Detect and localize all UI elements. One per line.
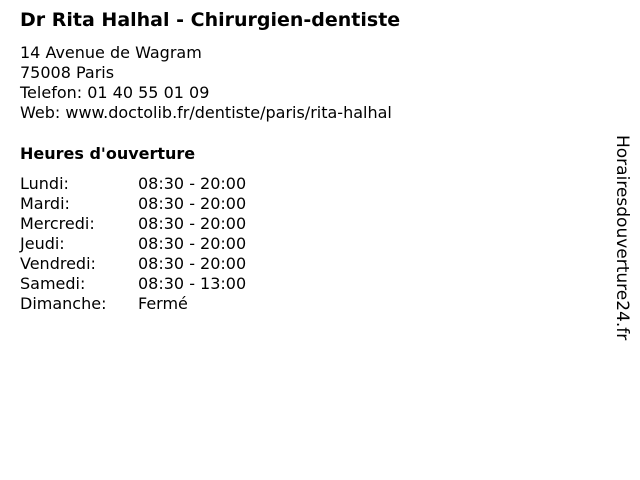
day: Lundi: [20, 174, 69, 193]
website: Web: www.doctolib.fr/dentiste/paris/rita… [20, 103, 392, 122]
hours-heading: Heures d'ouverture [20, 144, 196, 163]
time: 08:30 - 20:00 [138, 214, 247, 233]
hours-table: Lundi: 08:30 - 20:00 Mardi: 08:30 - 20:00 … [20, 174, 246, 314]
brand-watermark: Horairesdouverture24.fr [612, 135, 632, 341]
time: 08:30 - 20:00 [138, 234, 247, 253]
hours-row: Vendredi: 08:30 - 20:00 [20, 254, 246, 274]
day: Mercredi: [20, 214, 95, 233]
time: Fermé [138, 294, 188, 313]
time: 08:30 - 20:00 [138, 174, 247, 193]
hours-row: Mercredi: 08:30 - 20:00 [20, 214, 246, 234]
day: Jeudi: [20, 234, 65, 253]
time: 08:30 - 20:00 [138, 254, 247, 273]
address: 14 Avenue de Wagram [20, 43, 202, 62]
hours-row: Lundi: 08:30 - 20:00 [20, 174, 246, 194]
time: 08:30 - 13:00 [138, 274, 247, 293]
page-title: Dr Rita Halhal - Chirurgien-dentiste [20, 9, 401, 31]
hours-row: Jeudi: 08:30 - 20:00 [20, 234, 246, 254]
hours-row: Samedi: 08:30 - 13:00 [20, 274, 246, 294]
day: Samedi: [20, 274, 86, 293]
day: Vendredi: [20, 254, 96, 273]
day: Mardi: [20, 194, 70, 213]
hours-row: Dimanche: Fermé [20, 294, 246, 314]
contact-info: 14 Avenue de Wagram 75008 Paris Telefon:… [20, 43, 392, 123]
hours-row: Mardi: 08:30 - 20:00 [20, 194, 246, 214]
phone: Telefon: 01 40 55 01 09 [20, 83, 210, 102]
day: Dimanche: [20, 294, 107, 313]
city: 75008 Paris [20, 63, 115, 82]
time: 08:30 - 20:00 [138, 194, 247, 213]
